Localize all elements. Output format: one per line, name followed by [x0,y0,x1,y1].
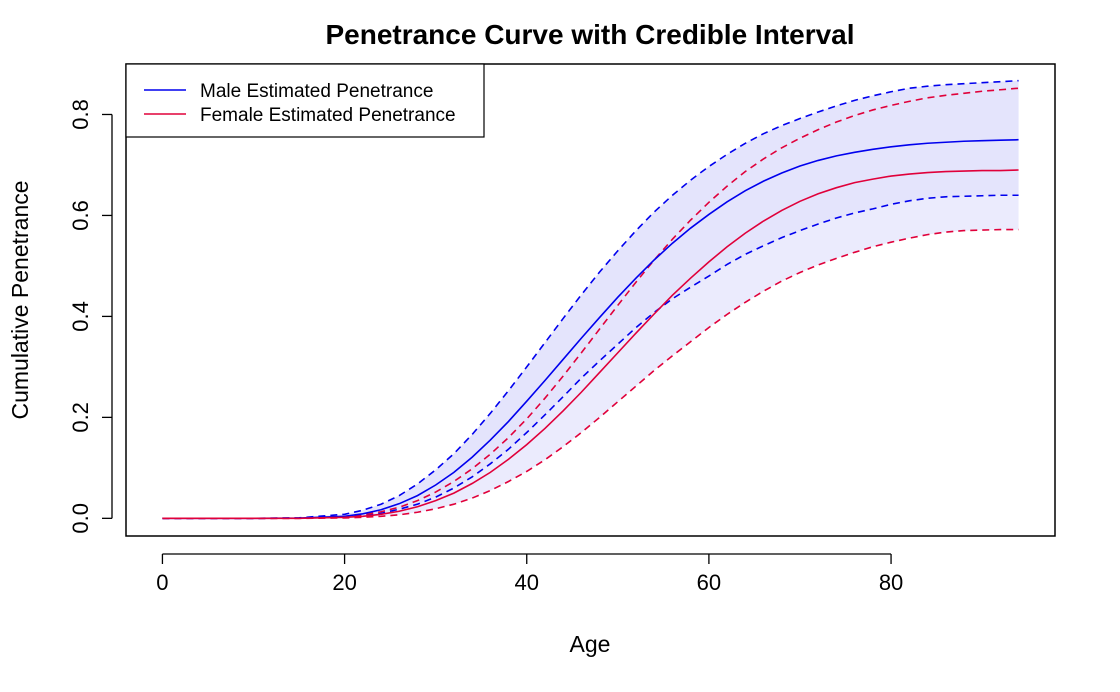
female-lower-bound-line [162,228,1019,520]
chart-title: Penetrance Curve with Credible Interval [325,19,854,50]
y-axis: 0.0 0.2 0.4 0.6 0.8 [68,99,113,534]
legend-female-label: Female Estimated Penetrance [200,105,456,126]
y-tick-label: 0.6 [68,200,93,231]
x-tick-label: 80 [879,570,903,595]
female-estimated-penetrance-line [162,169,1019,520]
y-tick-label: 0.2 [68,402,93,433]
legend-box [125,63,485,138]
x-axis: 0 20 40 60 80 [156,553,903,595]
male-lower-bound-line [162,194,1019,520]
x-tick-label: 60 [697,570,721,595]
legend-male-label: Male Estimated Penetrance [200,81,433,102]
x-tick-label: 0 [156,570,168,595]
y-tick-label: 0.8 [68,99,93,130]
male-estimated-penetrance-line [162,138,1019,520]
y-tick-label: 0.4 [68,301,93,332]
legend: Male Estimated Penetrance Female Estimat… [125,63,485,138]
plot-frame [125,63,1056,537]
x-axis-label: Age [570,631,611,657]
female-upper-bound-line [162,87,1019,520]
y-axis-label: Cumulative Penetrance [7,180,33,419]
credible-interval-bands [162,80,1019,519]
y-tick-label: 0.0 [68,503,93,534]
x-tick-label: 40 [515,570,539,595]
female-credible-band [162,88,1019,519]
series-lines [162,79,1019,520]
x-tick-label: 20 [332,570,356,595]
